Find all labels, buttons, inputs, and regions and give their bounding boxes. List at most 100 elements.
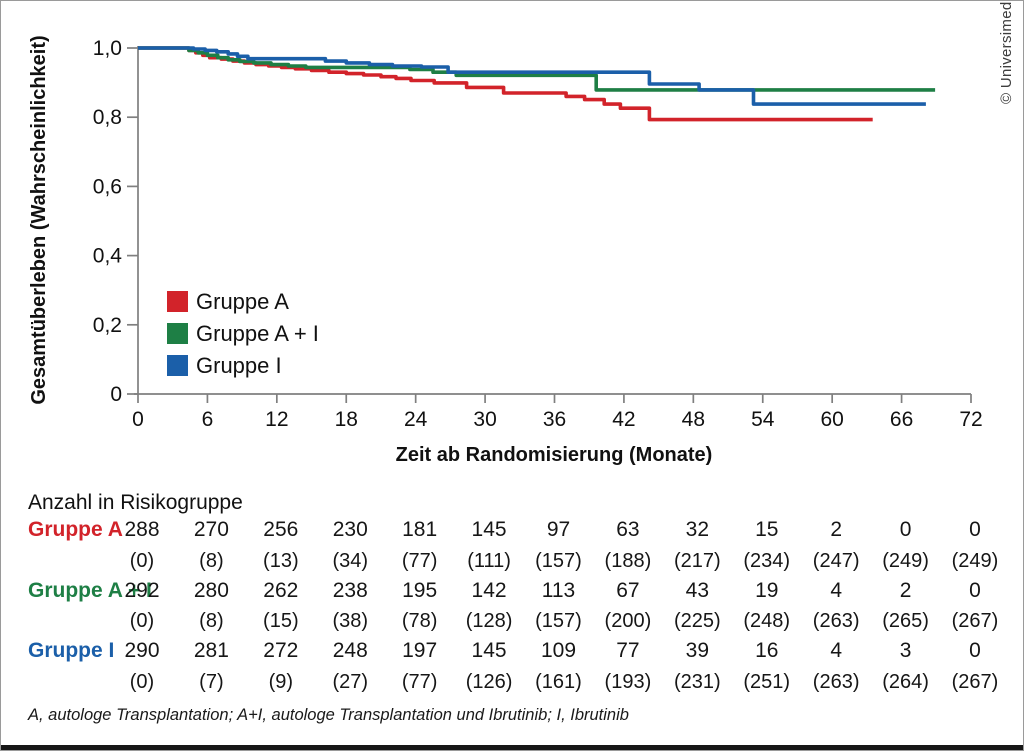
- x-tick-label: 54: [751, 408, 775, 431]
- risk-row-label-gruppe-a-i: Gruppe A + I: [28, 579, 152, 602]
- survival-curves: [138, 46, 936, 122]
- censored-cell: (157): [535, 550, 582, 572]
- censored-cell: (265): [882, 610, 929, 632]
- survival-curve-gruppe-a-i: [138, 46, 936, 92]
- censored-cell: (8): [199, 610, 224, 632]
- legend-item-gruppe-i: Gruppe I: [167, 353, 282, 378]
- risk-table-title: Anzahl in Risikogruppe: [28, 491, 243, 514]
- censored-cell: (27): [332, 671, 369, 693]
- x-tick-label: 48: [682, 408, 705, 431]
- censored-cell: (263): [812, 610, 860, 632]
- censored-cell: (157): [535, 610, 582, 632]
- at-risk-cell: 4: [830, 579, 842, 602]
- at-risk-cell: 113: [541, 579, 576, 602]
- legend: Gruppe A Gruppe A + I Gruppe I: [167, 289, 319, 378]
- censored-cell: (77): [401, 550, 438, 572]
- at-risk-cell: 238: [332, 579, 368, 602]
- x-tick-label: 42: [612, 408, 635, 431]
- censored-cell: (267): [951, 610, 999, 632]
- censored-cell: (13): [263, 550, 299, 572]
- x-tick-label: 12: [265, 408, 288, 431]
- at-risk-cell: 0: [899, 518, 912, 541]
- censored-cell: (78): [401, 610, 438, 632]
- censored-cell: (264): [882, 671, 929, 693]
- censored-cell: (0): [129, 610, 155, 632]
- x-tick-label: 24: [404, 408, 428, 431]
- censored-cell: (38): [332, 610, 369, 632]
- at-risk-cell: 0: [969, 579, 981, 602]
- at-risk-cell: 145: [471, 639, 507, 662]
- at-risk-cell: 248: [332, 639, 368, 662]
- censored-cell: (15): [263, 610, 299, 632]
- at-risk-cell: 97: [546, 518, 571, 541]
- legend-item-gruppe-a-i: Gruppe A + I: [167, 321, 319, 346]
- at-risk-cell: 272: [263, 639, 299, 662]
- legend-swatch-gruppe-i: [167, 355, 188, 376]
- censored-cell: (267): [951, 671, 999, 693]
- x-axis-title: Zeit ab Randomisierung (Monate): [396, 444, 713, 466]
- x-tick-label: 6: [202, 408, 214, 431]
- censored-cell: (9): [268, 671, 294, 693]
- x-tick-label: 66: [890, 408, 913, 431]
- copyright-credit: © Universimed: [998, 1, 1015, 104]
- at-risk-cell: 2: [899, 579, 912, 602]
- x-tick-label: 72: [959, 408, 982, 431]
- censored-cell: (161): [535, 671, 582, 693]
- risk-row-censored-3: (0) (7) (9) (27) (77) (126) (161) (193) (231) (25…: [1, 667, 1023, 697]
- censored-cell: (77): [401, 671, 438, 693]
- kaplan-meier-chart: Gesamtüberleben (Wahrscheinlichkeit) Zei…: [28, 35, 983, 466]
- at-risk-cell: 290: [124, 639, 160, 662]
- at-risk-cell: 63: [616, 518, 640, 541]
- at-risk-cell: 4: [830, 639, 842, 662]
- at-risk-cell: 230: [332, 518, 368, 541]
- censored-cell: (126): [465, 671, 513, 693]
- at-risk-cell: 67: [616, 579, 640, 602]
- x-tick-label: 36: [543, 408, 566, 431]
- y-tick-label: 1,0: [93, 37, 122, 60]
- at-risk-cell: 142: [471, 579, 507, 602]
- at-risk-cell: 292: [124, 579, 160, 602]
- censored-cell: (7): [199, 671, 224, 693]
- censored-cell: (248): [743, 610, 791, 632]
- abbreviation-footnote: A, autologe Transplantation; A+I, autolo…: [28, 706, 629, 724]
- y-tick-label: 0: [110, 383, 122, 406]
- at-risk-cell: 270: [193, 518, 229, 541]
- legend-label-gruppe-i: Gruppe I: [196, 353, 282, 378]
- legend-label-gruppe-a-i: Gruppe A + I: [196, 321, 319, 346]
- censored-cell: (193): [604, 671, 652, 693]
- risk-row-at_risk-2: 292 280 262 238 195 142 113 67 43 19 4 2 0: [1, 576, 1023, 606]
- at-risk-cell: 181: [402, 518, 438, 541]
- at-risk-cell: 288: [124, 518, 160, 541]
- y-tick-label: 0,4: [93, 245, 123, 268]
- censored-cell: (188): [604, 550, 652, 572]
- at-risk-cell: 16: [755, 639, 779, 662]
- at-risk-cell: 39: [685, 639, 709, 662]
- at-risk-cell: 197: [402, 639, 438, 662]
- censored-cell: (0): [129, 671, 155, 693]
- legend-item-gruppe-a: Gruppe A: [167, 289, 289, 314]
- at-risk-cell: 15: [755, 518, 779, 541]
- legend-label-gruppe-a: Gruppe A: [196, 289, 289, 314]
- censored-cell: (251): [743, 671, 791, 693]
- x-tick-label: 0: [132, 408, 144, 431]
- x-tick-label: 60: [820, 408, 843, 431]
- axes: 1,0 0,8 0,6 0,4 0,2 00 6 12 18 24 30 36 42 48 54 60 66 72: [93, 37, 983, 431]
- x-tick-label: 30: [473, 408, 496, 431]
- at-risk-cell: 0: [969, 518, 981, 541]
- at-risk-cell: 281: [193, 639, 229, 662]
- risk-row-at_risk-3: 290 281 272 248 197 145 109 77 39 16 4 3 0: [1, 636, 1023, 666]
- censored-cell: (249): [951, 550, 999, 572]
- at-risk-cell: 0: [969, 639, 981, 662]
- y-axis-title: Gesamtüberleben (Wahrscheinlichkeit): [28, 35, 50, 404]
- at-risk-cell: 256: [263, 518, 299, 541]
- at-risk-cell: 109: [540, 639, 577, 662]
- at-risk-cell: 19: [755, 579, 779, 602]
- x-tick-label: 18: [335, 408, 358, 431]
- legend-swatch-gruppe-a-i: [167, 323, 188, 344]
- censored-cell: (111): [467, 550, 511, 572]
- at-risk-cell: 2: [830, 518, 842, 541]
- censored-cell: (231): [673, 671, 721, 693]
- risk-row-censored-1: (0) (8) (13) (34) (77) (111) (157) (188) (217) (2…: [1, 546, 1023, 576]
- censored-cell: (8): [199, 550, 224, 572]
